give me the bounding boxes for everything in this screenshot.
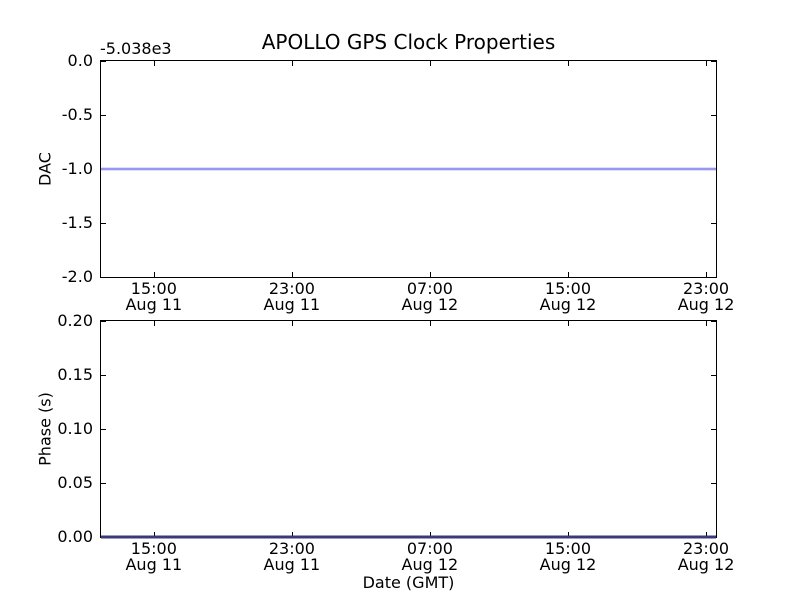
x-tick-label: 15:00 Aug 12 [539,539,597,575]
x-tick-mark [567,61,569,66]
x-tick-label-line: 23:00 [682,279,730,298]
x-tick-label: 15:00 Aug 11 [125,539,183,575]
x-tick-label-line: 15:00 [130,539,177,558]
y-tick-label: -2.0 [61,267,93,286]
y-tick-mark [101,483,106,484]
x-tick-mark [706,532,708,537]
x-tick-mark [429,61,431,66]
x-tick-label-line: Aug 11 [263,555,321,575]
y-tick-mark [711,483,716,484]
x-axis-label: Date (GMT) [362,573,455,592]
x-tick-label-line: 15:00 [544,279,592,298]
x-tick-label: 23:00 Aug 11 [263,539,321,575]
y-tick-label: 0.05 [57,473,93,492]
y-tick-label: -1.5 [61,213,93,232]
x-tick-mark [153,272,155,277]
y-tick-label: 0.00 [57,527,93,546]
x-tick-label: 15:00 Aug 12 [539,279,597,315]
x-tick-mark [291,532,293,537]
x-tick-mark [567,532,569,537]
x-tick-mark [153,321,155,326]
bottom-subplot-axes: Phase (s) Date (GMT) 0.20 0.15 0.10 0.05 0.0… [36,313,735,593]
x-tick-mark [706,321,708,326]
x-tick-label-line: 23:00 [682,539,730,558]
data-line-phase [101,535,716,539]
x-tick-mark [291,321,293,326]
x-tick-label-line: Aug 12 [677,555,735,575]
y-tick-mark [711,375,716,376]
x-tick-label-line: Aug 12 [401,555,459,575]
x-tick-label-line: Aug 11 [125,295,183,315]
y-tick-mark [711,277,716,278]
x-tick-label-line: Aug 12 [677,295,735,315]
x-tick-mark [153,61,155,66]
chart-title: APOLLO GPS Clock Properties [261,30,556,54]
y-tick-mark [711,61,716,62]
x-tick-mark [153,532,155,537]
x-tick-label-line: 23:00 [268,539,315,558]
x-tick-mark [567,321,569,326]
x-tick-label-line: Aug 12 [539,555,597,575]
y-tick-mark [101,223,106,224]
data-line-dac [101,167,716,171]
x-tick-mark [429,272,431,277]
y-tick-mark [101,61,106,62]
x-tick-label: 07:00 Aug 12 [401,279,459,315]
x-tick-label-line: Aug 12 [401,295,459,315]
y-tick-mark [101,277,106,278]
x-tick-mark [429,532,431,537]
x-tick-mark [706,272,708,277]
x-tick-mark [567,272,569,277]
x-tick-mark [291,61,293,66]
x-tick-mark [291,272,293,277]
x-tick-label-line: Aug 11 [263,295,321,315]
y-axis-offset-label: -5.038e3 [100,39,172,58]
y-tick-label: 0.15 [57,365,93,384]
x-tick-mark [706,61,708,66]
y-tick-mark [711,321,716,322]
x-tick-label: 15:00 Aug 11 [125,279,183,315]
x-tick-label-line: 07:00 [406,539,453,558]
x-tick-label-line: 15:00 [544,539,592,558]
y-tick-label: 0.10 [57,419,93,438]
y-tick-mark [101,429,106,430]
y-tick-mark [711,115,716,116]
x-tick-mark [429,321,431,326]
y-tick-label: -0.5 [61,105,93,124]
y-tick-mark [101,375,106,376]
y-tick-label: 0.20 [57,311,93,330]
y-tick-label: 0.0 [67,51,93,70]
x-tick-label-line: 15:00 [130,279,177,298]
x-tick-label-line: Aug 11 [125,555,183,575]
top-subplot-axes: -5.038e3 DAC 0.0 -0.5 -1.0 -1.5 -2.0 15:00 Aug… [36,39,735,313]
x-tick-label: 23:00 Aug 11 [263,279,321,315]
y-tick-mark [101,115,106,116]
y-tick-label: -1.0 [61,159,93,178]
y-tick-mark [101,321,106,322]
y-tick-mark [711,429,716,430]
x-tick-label-line: 07:00 [406,279,453,298]
y-axis-label-phase: Phase (s) [35,392,55,466]
y-axis-label-dac: DAC [35,152,55,186]
x-tick-label-line: Aug 12 [539,295,597,315]
x-tick-label-line: 23:00 [268,279,315,298]
y-tick-mark [711,223,716,224]
x-tick-label: 07:00 Aug 12 [401,539,459,575]
x-tick-label: 23:00 Aug 12 [677,539,735,575]
x-tick-label: 23:00 Aug 12 [677,279,735,315]
